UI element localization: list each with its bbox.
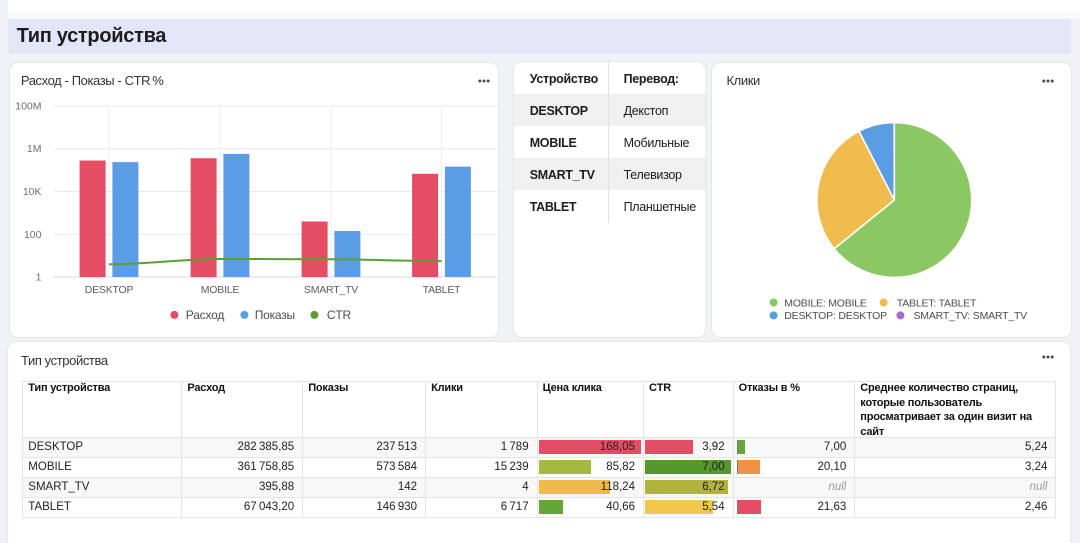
svg-text:Расход: Расход <box>186 308 225 322</box>
svg-text:1: 1 <box>36 271 42 283</box>
svg-text:SMART_TV: SMART_TV <box>304 284 358 296</box>
svg-text:Показы: Показы <box>255 308 295 322</box>
svg-text:100: 100 <box>24 228 42 240</box>
svg-text:SMART_TV: SMART_TV: SMART_TV: SMART_TV <box>914 310 1028 322</box>
svg-text:1M: 1M <box>27 143 42 155</box>
svg-text:10K: 10K <box>23 186 42 198</box>
svg-text:TABLET: TABLET: TABLET: TABLET <box>897 297 977 309</box>
svg-text:MOBILE: MOBILE <box>201 284 240 296</box>
svg-text:DESKTOP: DESKTOP <box>85 284 134 296</box>
svg-text:DESKTOP: DESKTOP: DESKTOP: DESKTOP <box>784 310 887 322</box>
svg-text:CTR: CTR <box>327 308 352 322</box>
svg-text:100M: 100M <box>15 100 41 112</box>
svg-text:TABLET: TABLET <box>423 284 461 296</box>
svg-text:MOBILE: MOBILE: MOBILE: MOBILE <box>784 297 867 309</box>
